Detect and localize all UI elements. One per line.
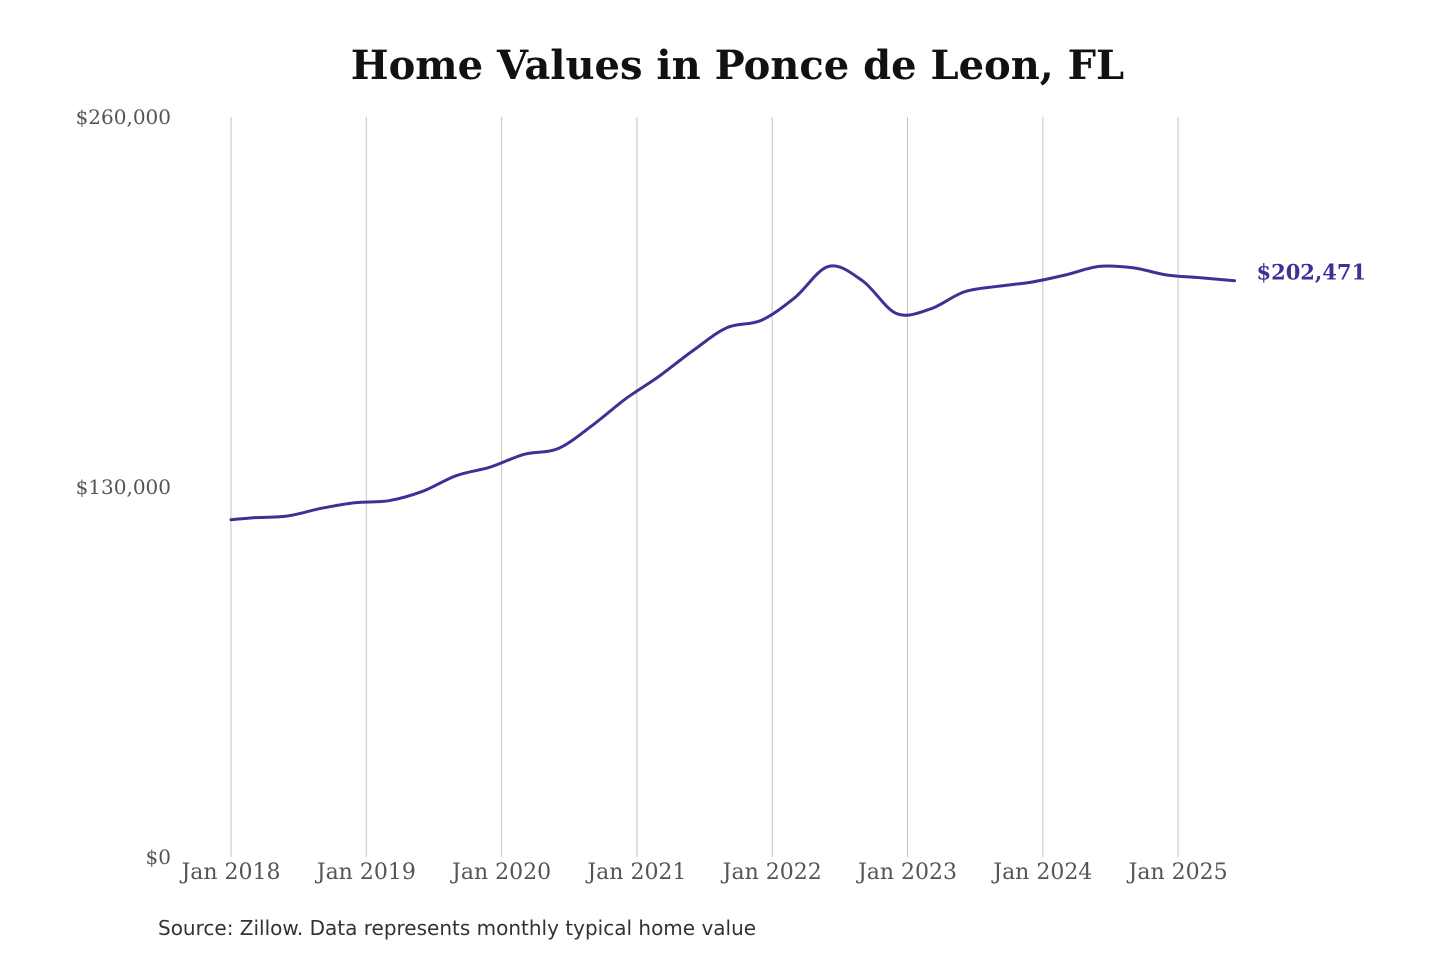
x-tick-label: Jan 2025 [1127,860,1228,885]
x-tick-label: Jan 2024 [991,860,1092,885]
x-tick-label: Jan 2019 [315,860,416,885]
x-axis-tick-labels: Jan 2018 Jan 2019 Jan 2020 Jan 2021 Jan 2022… [179,860,1227,885]
x-tick-label: Jan 2022 [721,860,822,885]
x-tick-label: Jan 2020 [450,860,551,885]
end-value-label: $202,471 [1256,260,1366,285]
series-layer [229,264,1236,522]
y-tick-label: $0 [146,845,171,869]
y-tick-label: $130,000 [76,475,171,499]
series-line [229,264,1236,522]
vertical-gridlines [230,117,1179,857]
y-axis-tick-labels: $0 $130,000 $260,000 [76,105,171,869]
y-tick-label: $260,000 [76,105,171,129]
x-tick-label: Jan 2023 [856,860,957,885]
x-tick-label: Jan 2021 [585,860,686,885]
end-label-layer: $202,471 [1256,260,1366,285]
chart-title: Home Values in Ponce de Leon, FL [350,42,1125,89]
x-tick-label: Jan 2018 [179,860,280,885]
source-note: Source: Zillow. Data represents monthly … [158,916,757,940]
